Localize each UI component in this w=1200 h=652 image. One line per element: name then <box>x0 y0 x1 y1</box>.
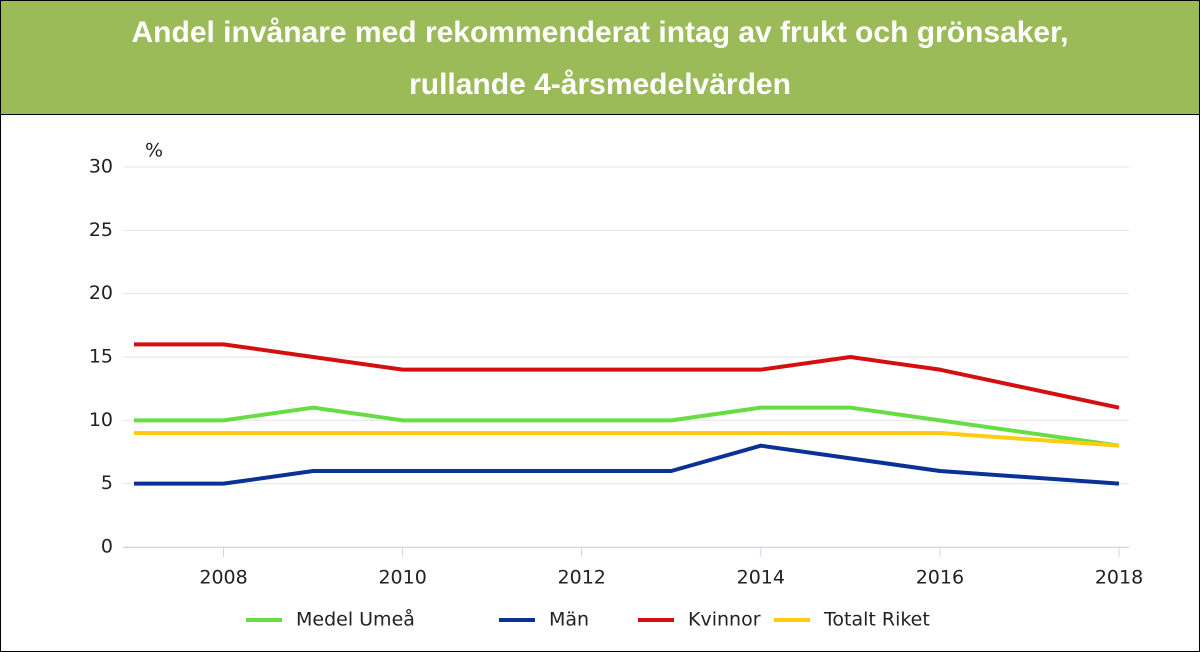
series-line <box>134 342 1120 410</box>
x-tick-label: 2014 <box>737 567 785 589</box>
chart-title: Andel invånare med rekommenderat intag a… <box>131 16 1069 49</box>
legend-label: Kvinnor <box>688 609 761 631</box>
x-tick-label: 2018 <box>1095 567 1143 589</box>
legend-label: Totalt Riket <box>823 609 930 631</box>
x-tick-label: 2010 <box>378 567 426 589</box>
chart: % 0 5 10 15 20 25 30 2008 2010 2012 2014 2016 2018 Me… <box>89 140 1143 631</box>
series-line <box>134 405 1120 448</box>
y-tick-label: 20 <box>89 282 113 304</box>
x-tick-label: 2016 <box>916 567 964 589</box>
legend-label: Män <box>549 609 589 631</box>
x-tick-label: 2008 <box>199 567 247 589</box>
y-tick-label: 0 <box>101 536 113 558</box>
chart-subtitle: rullande 4-årsmedelvärden <box>409 68 791 101</box>
x-tick-label: 2012 <box>558 567 606 589</box>
y-axis-label: % <box>145 140 163 162</box>
header: Andel invånare med rekommenderat intag a… <box>1 1 1199 115</box>
y-tick-label: 25 <box>89 219 113 241</box>
series-line <box>134 443 1120 486</box>
y-tick-label: 5 <box>101 472 113 494</box>
y-tick-label: 10 <box>89 409 113 431</box>
y-tick-label: 15 <box>89 346 113 368</box>
series-line <box>134 431 1120 448</box>
legend-label: Medel Umeå <box>296 608 415 631</box>
y-tick-label: 30 <box>89 156 113 178</box>
